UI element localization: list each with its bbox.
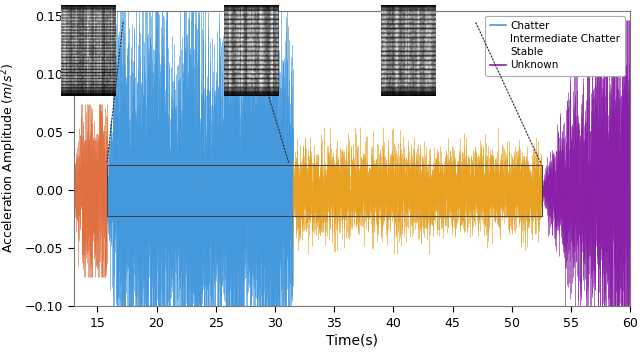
X-axis label: Time(s): Time(s) (326, 334, 378, 348)
Y-axis label: Acceleration Amplitude $(m/s^2)$: Acceleration Amplitude $(m/s^2)$ (0, 63, 19, 253)
Bar (107, 165, 541, 216)
Legend: Chatter, Intermediate Chatter, Stable, Unknown: Chatter, Intermediate Chatter, Stable, U… (485, 16, 625, 76)
